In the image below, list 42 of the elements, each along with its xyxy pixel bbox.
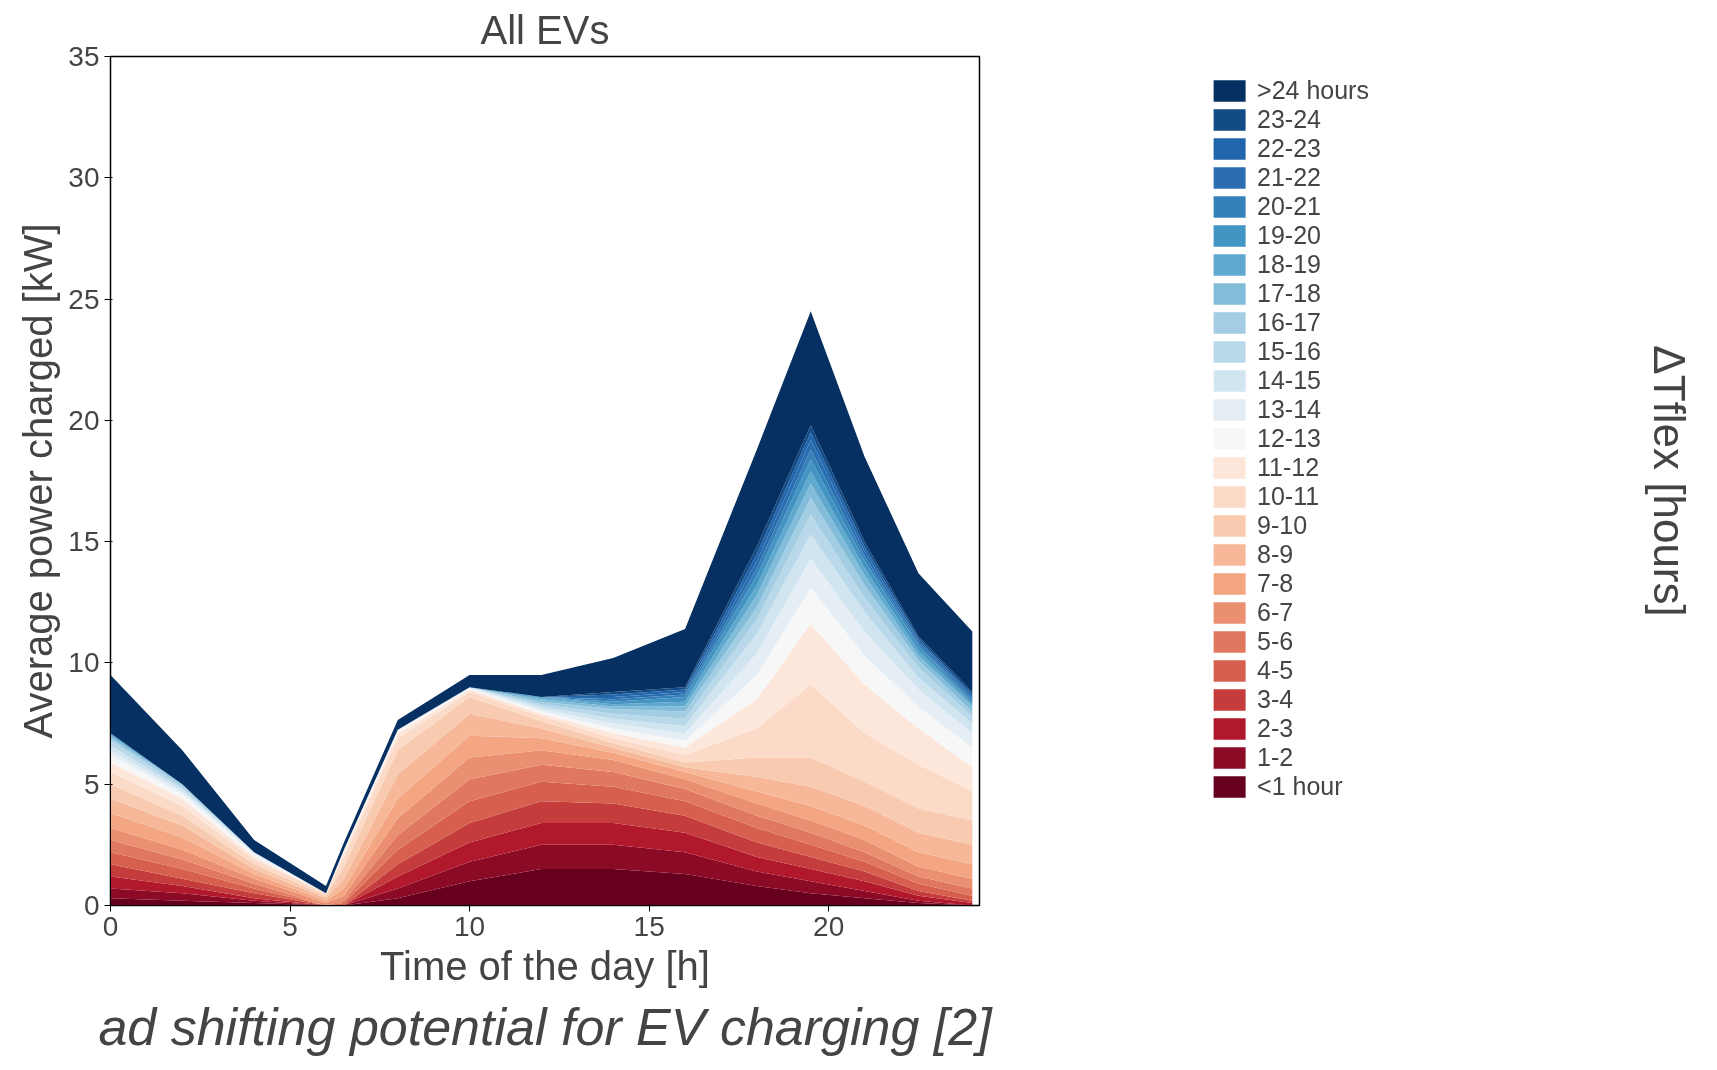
y-tick-label: 30	[68, 162, 100, 194]
legend-label: 5-6	[1257, 627, 1294, 656]
legend-label: <1 hour	[1257, 772, 1343, 801]
legend-label: 3-4	[1257, 685, 1294, 714]
legend-label: 17-18	[1257, 279, 1321, 308]
legend-label: 1-2	[1257, 743, 1294, 772]
y-tick-label: 5	[83, 768, 100, 800]
legend-label: 19-20	[1257, 221, 1321, 250]
y-tick-label: 35	[68, 41, 100, 72]
legend-label: 8-9	[1257, 540, 1294, 569]
chart-title: All EVs	[480, 7, 610, 52]
x-tick-label: 15	[633, 910, 665, 942]
y-tick-label: 25	[68, 283, 100, 315]
x-tick-label: 5	[282, 910, 298, 942]
legend-label: 22-23	[1257, 134, 1321, 163]
legend-label: 2-3	[1257, 714, 1294, 743]
legend-label: 21-22	[1257, 163, 1321, 192]
legend-title: ΔTflex [hours]	[1644, 345, 1694, 617]
y-tick-label: 20	[68, 404, 100, 436]
legend-label: 15-16	[1257, 337, 1321, 366]
legend-label: 23-24	[1257, 105, 1321, 134]
legend-label: 12-13	[1257, 424, 1321, 453]
legend-label: 14-15	[1257, 366, 1321, 395]
legend-label: 7-8	[1257, 569, 1294, 598]
y-tick-label: 10	[68, 647, 100, 679]
legend-label: >24 hours	[1257, 76, 1369, 105]
legend-label: 18-19	[1257, 250, 1321, 279]
legend-label: 20-21	[1257, 192, 1321, 221]
text: ad shifting potential for EV charging [2]	[98, 997, 994, 1056]
x-axis-title: Time of the day [h]	[380, 943, 710, 988]
legend-label: 16-17	[1257, 308, 1321, 337]
y-axis-title: Average power charged [kW]	[16, 223, 61, 739]
legend-label: 13-14	[1257, 395, 1321, 424]
y-tick-label: 0	[83, 890, 100, 921]
legend-label: 9-10	[1257, 511, 1308, 540]
legend-label: 10-11	[1257, 482, 1320, 511]
legend-label: 4-5	[1257, 656, 1294, 685]
y-tick-label: 15	[68, 526, 100, 558]
legend-label: 6-7	[1257, 598, 1294, 627]
legend-label: 11-12	[1257, 453, 1320, 482]
x-tick-label: 20	[813, 910, 845, 942]
x-tick-label: 10	[454, 910, 486, 942]
